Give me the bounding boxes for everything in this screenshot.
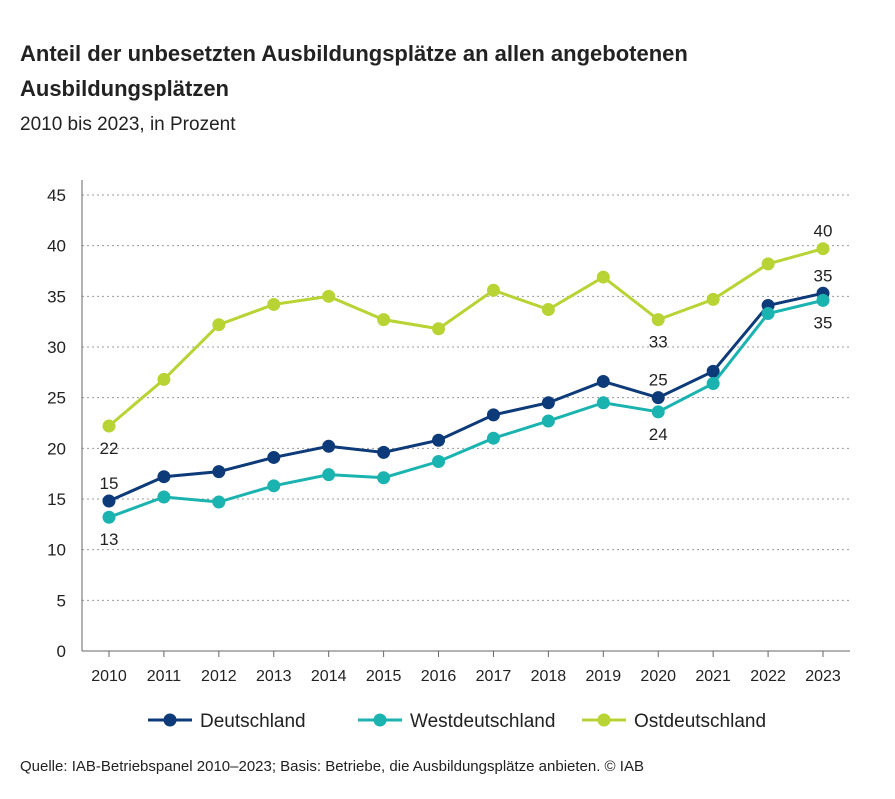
data-point-westdeutschland bbox=[761, 307, 775, 321]
data-point-deutschland bbox=[212, 465, 226, 479]
x-tick-label: 2019 bbox=[586, 668, 622, 685]
data-point-ostdeutschland bbox=[377, 313, 391, 327]
chart-title: Anteil der unbesetzten Ausbildungsplätze… bbox=[20, 41, 688, 101]
data-label-deutschland: 25 bbox=[649, 371, 668, 390]
data-point-ostdeutschland bbox=[322, 289, 336, 303]
data-point-ostdeutschland bbox=[486, 283, 500, 297]
data-point-ostdeutschland bbox=[816, 242, 830, 256]
y-tick-label: 0 bbox=[57, 642, 66, 661]
data-point-westdeutschland bbox=[706, 376, 720, 390]
data-point-ostdeutschland bbox=[102, 419, 116, 433]
data-point-deutschland bbox=[706, 364, 720, 378]
data-point-ostdeutschland bbox=[267, 297, 281, 311]
data-point-westdeutschland bbox=[322, 468, 336, 482]
x-tick-label: 2016 bbox=[421, 668, 457, 685]
y-tick-label: 35 bbox=[47, 287, 66, 306]
data-label-ostdeutschland: 40 bbox=[814, 222, 833, 241]
series-line-westdeutschland bbox=[108, 298, 824, 519]
data-point-westdeutschland bbox=[596, 396, 610, 410]
data-point-ostdeutschland bbox=[212, 318, 226, 332]
data-point-ostdeutschland bbox=[651, 313, 665, 327]
data-label-westdeutschland: 13 bbox=[100, 530, 119, 549]
x-tick-label: 2021 bbox=[695, 668, 731, 685]
data-label-deutschland: 15 bbox=[100, 474, 119, 493]
x-tick-label: 2022 bbox=[750, 668, 786, 685]
x-tick-label: 2012 bbox=[201, 668, 237, 685]
data-point-deutschland bbox=[651, 391, 665, 405]
data-point-ostdeutschland bbox=[596, 270, 610, 284]
data-point-westdeutschland bbox=[212, 495, 226, 509]
data-point-ostdeutschland bbox=[432, 322, 446, 336]
chart-subtitle: 2010 bis 2023, in Prozent bbox=[20, 114, 236, 135]
y-tick-label: 20 bbox=[47, 439, 66, 458]
data-label-ostdeutschland: 33 bbox=[649, 333, 668, 352]
x-tick-label: 2011 bbox=[147, 668, 182, 685]
y-tick-label: 15 bbox=[47, 490, 66, 509]
series-line-deutschland bbox=[108, 291, 824, 503]
source-note: Quelle: IAB-Betriebspanel 2010–2023; Bas… bbox=[20, 758, 644, 775]
data-point-ostdeutschland bbox=[157, 372, 171, 386]
data-point-westdeutschland bbox=[816, 293, 830, 307]
data-point-westdeutschland bbox=[267, 479, 281, 493]
data-point-westdeutschland bbox=[432, 455, 446, 469]
series-line-ostdeutschland bbox=[108, 247, 824, 428]
data-point-deutschland bbox=[541, 396, 555, 410]
data-point-deutschland bbox=[267, 450, 281, 464]
x-tick-label: 2020 bbox=[640, 668, 676, 685]
y-tick-label: 40 bbox=[47, 237, 66, 256]
y-tick-label: 30 bbox=[47, 338, 66, 357]
data-point-deutschland bbox=[322, 439, 336, 453]
data-point-deutschland bbox=[102, 494, 116, 508]
data-point-westdeutschland bbox=[541, 414, 555, 428]
legend-label-westdeutschland: Westdeutschland bbox=[410, 711, 555, 732]
legend-marker-deutschland bbox=[163, 713, 177, 727]
y-tick-label: 5 bbox=[57, 591, 66, 610]
data-label-deutschland: 35 bbox=[814, 266, 833, 285]
x-tick-label: 2013 bbox=[256, 668, 292, 685]
data-point-westdeutschland bbox=[486, 431, 500, 445]
data-point-ostdeutschland bbox=[541, 303, 555, 317]
data-label-westdeutschland: 35 bbox=[814, 313, 833, 332]
data-point-deutschland bbox=[432, 433, 446, 447]
data-point-deutschland bbox=[596, 374, 610, 388]
data-point-ostdeutschland bbox=[706, 292, 720, 306]
y-tick-label: 45 bbox=[47, 186, 66, 205]
x-tick-label: 2015 bbox=[366, 668, 402, 685]
x-tick-label: 2023 bbox=[805, 668, 841, 685]
data-point-westdeutschland bbox=[651, 405, 665, 419]
data-point-westdeutschland bbox=[377, 471, 391, 485]
legend-label-ostdeutschland: Ostdeutschland bbox=[634, 711, 766, 732]
data-point-westdeutschland bbox=[102, 510, 116, 524]
y-tick-label: 25 bbox=[47, 389, 66, 408]
x-tick-label: 2018 bbox=[531, 668, 567, 685]
data-point-deutschland bbox=[486, 408, 500, 422]
data-point-deutschland bbox=[157, 470, 171, 484]
data-label-westdeutschland: 24 bbox=[649, 425, 668, 444]
data-point-westdeutschland bbox=[157, 490, 171, 504]
data-point-ostdeutschland bbox=[761, 257, 775, 271]
x-tick-label: 2017 bbox=[476, 668, 512, 685]
legend-marker-ostdeutschland bbox=[597, 713, 611, 727]
x-tick-label: 2010 bbox=[91, 668, 127, 685]
x-tick-label: 2014 bbox=[311, 668, 347, 685]
data-label-ostdeutschland: 22 bbox=[100, 439, 119, 458]
legend-marker-westdeutschland bbox=[373, 713, 387, 727]
data-point-deutschland bbox=[377, 445, 391, 459]
legend-label-deutschland: Deutschland bbox=[200, 711, 306, 732]
y-tick-label: 10 bbox=[47, 541, 66, 560]
